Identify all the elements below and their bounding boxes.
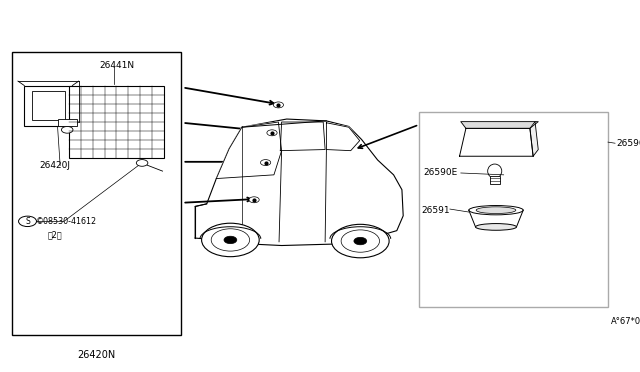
Text: 26590: 26590 [616,139,640,148]
Circle shape [273,102,284,108]
Bar [69,86,164,158]
Bar [490,176,500,184]
Bar [24,86,72,126]
Text: 26420N: 26420N [77,350,115,360]
Polygon shape [280,122,325,151]
Text: 26441N: 26441N [99,61,134,70]
Polygon shape [460,128,533,156]
Text: A°67*0.5: A°67*0.5 [611,317,640,326]
Text: （2）: （2） [48,230,63,239]
Text: ©08530-41612: ©08530-41612 [36,217,97,226]
Ellipse shape [488,164,502,178]
Circle shape [211,229,250,251]
Circle shape [260,160,271,166]
Polygon shape [468,210,524,227]
Circle shape [136,160,148,166]
Bar [32,91,65,120]
Circle shape [354,237,367,245]
Circle shape [332,224,389,258]
Bar [419,112,608,307]
Bar [58,119,77,126]
Polygon shape [461,122,538,128]
Circle shape [224,236,237,244]
Circle shape [19,216,36,227]
Ellipse shape [476,224,516,230]
Polygon shape [195,119,403,246]
Circle shape [267,130,277,136]
Ellipse shape [476,207,516,214]
Bar [12,52,181,335]
Circle shape [341,230,380,252]
Circle shape [61,126,73,133]
Circle shape [249,197,259,203]
Text: 26591: 26591 [421,206,450,215]
Ellipse shape [468,205,524,215]
Polygon shape [326,123,360,151]
Text: 26420J: 26420J [40,161,70,170]
Polygon shape [216,122,282,179]
Text: 26590E: 26590E [424,169,458,177]
Circle shape [202,223,259,257]
Polygon shape [530,122,538,156]
Text: S: S [25,217,30,226]
